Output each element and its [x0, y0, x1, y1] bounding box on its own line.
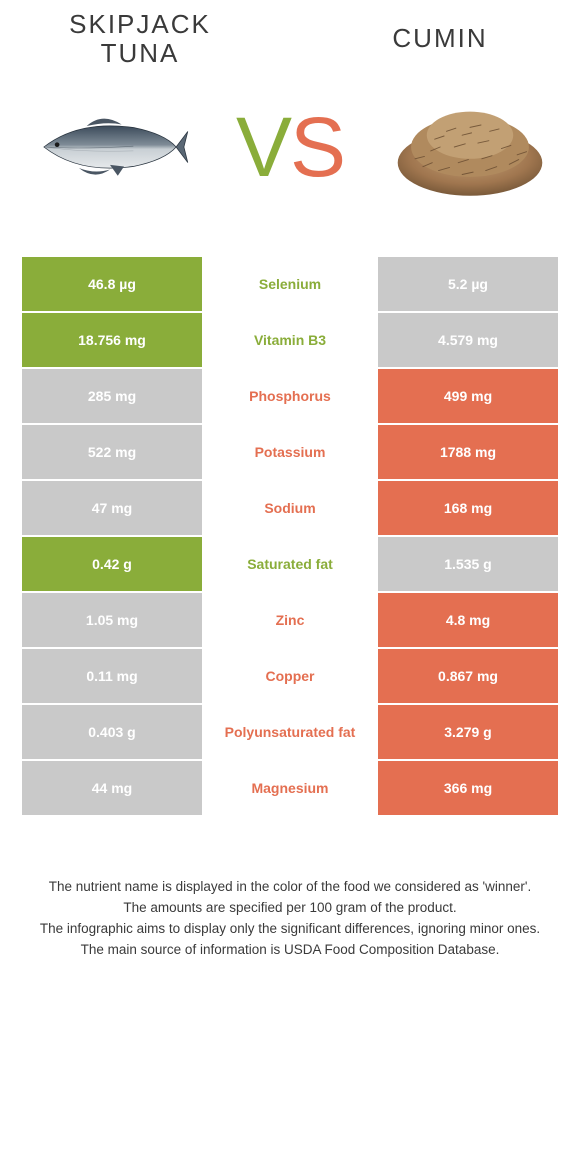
- table-row: 46.8 µgSelenium5.2 µg: [22, 257, 558, 313]
- table-row: 47 mgSodium168 mg: [22, 481, 558, 537]
- left-food-title: SKIPJACK TUNA: [40, 10, 240, 67]
- right-value: 3.279 g: [378, 705, 558, 759]
- nutrient-label: Saturated fat: [202, 537, 378, 591]
- right-value: 168 mg: [378, 481, 558, 535]
- vs-label: VS: [236, 105, 344, 189]
- table-row: 0.403 gPolyunsaturated fat3.279 g: [22, 705, 558, 761]
- left-value: 1.05 mg: [22, 593, 202, 647]
- left-value: 0.42 g: [22, 537, 202, 591]
- cumin-icon: [390, 92, 550, 202]
- nutrient-label: Magnesium: [202, 761, 378, 815]
- cumin-image: [390, 87, 550, 207]
- right-value: 1.535 g: [378, 537, 558, 591]
- nutrient-label: Phosphorus: [202, 369, 378, 423]
- table-row: 1.05 mgZinc4.8 mg: [22, 593, 558, 649]
- right-value: 4.579 mg: [378, 313, 558, 367]
- nutrient-label: Polyunsaturated fat: [202, 705, 378, 759]
- vs-s: S: [290, 100, 344, 194]
- vs-v: V: [236, 100, 290, 194]
- left-value: 285 mg: [22, 369, 202, 423]
- table-row: 522 mgPotassium1788 mg: [22, 425, 558, 481]
- footer-line: The nutrient name is displayed in the co…: [28, 877, 552, 898]
- tuna-image: [30, 87, 190, 207]
- nutrient-label: Sodium: [202, 481, 378, 535]
- right-value: 5.2 µg: [378, 257, 558, 311]
- right-value: 4.8 mg: [378, 593, 558, 647]
- right-food-title: CUMIN: [340, 24, 540, 53]
- left-value: 47 mg: [22, 481, 202, 535]
- left-value: 44 mg: [22, 761, 202, 815]
- table-row: 285 mgPhosphorus499 mg: [22, 369, 558, 425]
- table-row: 44 mgMagnesium366 mg: [22, 761, 558, 817]
- nutrient-label: Vitamin B3: [202, 313, 378, 367]
- right-value: 1788 mg: [378, 425, 558, 479]
- left-value: 0.11 mg: [22, 649, 202, 703]
- nutrient-label: Copper: [202, 649, 378, 703]
- nutrient-label: Zinc: [202, 593, 378, 647]
- header: SKIPJACK TUNA CUMIN: [0, 0, 580, 67]
- left-value: 18.756 mg: [22, 313, 202, 367]
- nutrient-label: Selenium: [202, 257, 378, 311]
- table-row: 0.42 gSaturated fat1.535 g: [22, 537, 558, 593]
- footer-line: The infographic aims to display only the…: [28, 919, 552, 940]
- left-value: 522 mg: [22, 425, 202, 479]
- table-row: 0.11 mgCopper0.867 mg: [22, 649, 558, 705]
- right-value: 0.867 mg: [378, 649, 558, 703]
- right-value: 366 mg: [378, 761, 558, 815]
- left-value: 46.8 µg: [22, 257, 202, 311]
- tuna-icon: [30, 112, 190, 182]
- comparison-table: 46.8 µgSelenium5.2 µg18.756 mgVitamin B3…: [22, 257, 558, 817]
- hero-row: VS: [0, 67, 580, 237]
- table-row: 18.756 mgVitamin B34.579 mg: [22, 313, 558, 369]
- footer-line: The main source of information is USDA F…: [28, 940, 552, 961]
- right-value: 499 mg: [378, 369, 558, 423]
- left-value: 0.403 g: [22, 705, 202, 759]
- footer-line: The amounts are specified per 100 gram o…: [28, 898, 552, 919]
- footer-notes: The nutrient name is displayed in the co…: [28, 877, 552, 961]
- nutrient-label: Potassium: [202, 425, 378, 479]
